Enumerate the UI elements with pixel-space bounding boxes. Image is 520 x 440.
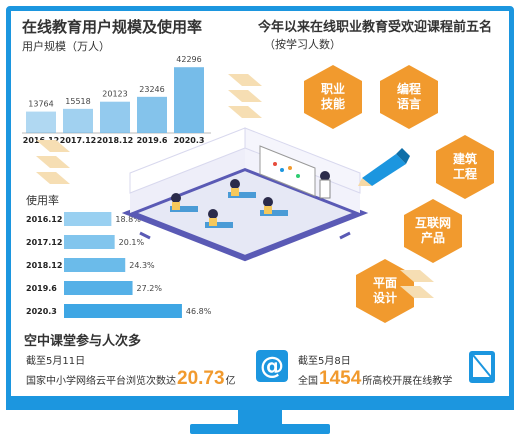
user-scale-value-label: 20123 bbox=[102, 90, 127, 99]
user-scale-bar bbox=[26, 111, 56, 133]
usage-rate-tick-label: 2019.6 bbox=[26, 284, 57, 293]
left-stat-number: 20.73 bbox=[177, 368, 225, 389]
user-scale-bar bbox=[63, 108, 93, 133]
usage-rate-bar bbox=[64, 258, 126, 272]
user-scale-tick-label: 2018.12 bbox=[97, 136, 133, 145]
usage-rate-bar bbox=[64, 235, 115, 249]
user-scale-tick-label: 2017.12 bbox=[60, 136, 96, 145]
usage-rate-value-label: 46.8% bbox=[186, 307, 212, 316]
user-scale-value-label: 13764 bbox=[28, 100, 53, 109]
user-scale-tick-label: 2020.3 bbox=[174, 136, 205, 145]
left-stat-unit: 亿 bbox=[225, 376, 236, 387]
usage-rate-tick-label: 2017.12 bbox=[26, 238, 62, 247]
user-scale-value-label: 23246 bbox=[139, 85, 164, 94]
classroom-illustration bbox=[121, 127, 369, 262]
user-scale-tick-label: 2019.6 bbox=[137, 136, 168, 145]
monitor-stand bbox=[238, 410, 282, 426]
usage-rate-value-label: 18.8% bbox=[115, 215, 141, 224]
svg-text:@: @ bbox=[260, 352, 284, 380]
course-hexagon: 职业 技能 bbox=[300, 64, 366, 130]
courses-subtitle: （按学习人数） bbox=[264, 38, 341, 51]
user-scale-ylabel: 用户规模（万人） bbox=[22, 40, 110, 53]
usage-rate-bar bbox=[64, 281, 133, 295]
right-date: 截至5月8日 bbox=[298, 356, 351, 367]
pencil-icon bbox=[358, 148, 410, 186]
monitor-bezel bbox=[6, 396, 514, 410]
footer-title: 空中课堂参与人次多 bbox=[24, 334, 142, 349]
right-stat-number: 1454 bbox=[319, 368, 362, 389]
usage-rate-value-label: 20.1% bbox=[119, 238, 145, 247]
at-sign-icon: @ bbox=[256, 350, 288, 382]
monitor-base bbox=[190, 424, 330, 434]
course-label: 互联网 产品 bbox=[414, 216, 451, 245]
courses-title: 今年以来在线职业教育受欢迎课程前五名 bbox=[258, 20, 493, 35]
user-scale-bar bbox=[174, 67, 204, 133]
user-scale-bar bbox=[137, 96, 167, 133]
left-stat-prefix: 国家中小学网络云平台浏览次数达 bbox=[26, 376, 176, 387]
usage-rate-bar bbox=[64, 304, 182, 318]
course-label: 建筑 工程 bbox=[452, 152, 477, 181]
course-hexagon: 建筑 工程 bbox=[432, 134, 498, 200]
right-stat-suffix: 所高校开展在线教学 bbox=[362, 376, 453, 387]
tablet-icon bbox=[469, 351, 495, 383]
usage-rate-tick-label: 2020.3 bbox=[26, 307, 57, 316]
course-label: 职业 技能 bbox=[320, 82, 345, 111]
left-date: 截至5月11日 bbox=[26, 356, 86, 367]
course-hexagon: 编程 语言 bbox=[376, 64, 442, 130]
course-label: 编程 语言 bbox=[396, 82, 421, 111]
user-scale-value-label: 15518 bbox=[65, 97, 90, 106]
right-stat: 全国 1454 所高校开展在线教学 bbox=[298, 368, 452, 390]
course-hexagon: 平面 设计 bbox=[352, 258, 418, 324]
usage-rate-title: 使用率 bbox=[26, 194, 59, 207]
usage-rate-value-label: 24.3% bbox=[129, 261, 155, 270]
course-label: 平面 设计 bbox=[372, 276, 397, 305]
right-stat-prefix: 全国 bbox=[298, 376, 318, 387]
usage-rate-value-label: 27.2% bbox=[137, 284, 163, 293]
usage-rate-tick-label: 2016.12 bbox=[26, 215, 62, 224]
usage-rate-bar bbox=[64, 212, 112, 226]
user-scale-title: 在线教育用户规模及使用率 bbox=[22, 18, 203, 36]
left-stat: 国家中小学网络云平台浏览次数达 20.73 亿 bbox=[26, 368, 236, 390]
user-scale-value-label: 42296 bbox=[176, 55, 201, 64]
course-hexagon: 互联网 产品 bbox=[400, 198, 466, 264]
usage-rate-tick-label: 2018.12 bbox=[26, 261, 62, 270]
user-scale-bar bbox=[100, 101, 130, 133]
